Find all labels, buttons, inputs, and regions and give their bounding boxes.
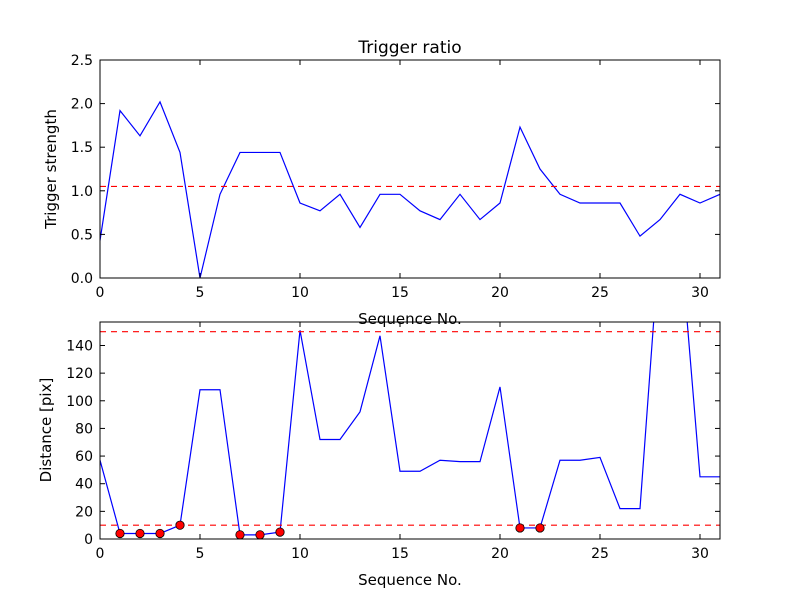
chart-title: Trigger ratio xyxy=(357,38,461,58)
y-tick-label: 100 xyxy=(66,394,93,410)
plot-clip-group xyxy=(100,322,720,536)
x-tick-label: 10 xyxy=(291,285,309,301)
y-axis-label: Trigger strength xyxy=(42,109,60,230)
series-line xyxy=(100,322,720,536)
data-point-marker xyxy=(535,523,545,533)
distance-chart: 0 5 10 15 20 25 30 0 20 40 60 80 100 120 140 Sequence … xyxy=(37,321,721,589)
distance-axes-frame xyxy=(99,321,721,540)
trigger-axes-frame xyxy=(99,59,721,279)
y-tick-label: 20 xyxy=(75,504,93,520)
y-axis-label: Distance [pix] xyxy=(37,378,55,483)
x-tick-label: 15 xyxy=(391,546,409,562)
trigger-plot-area: 0 5 10 15 20 25 30 0.0 0.5 1.0 1.5 2.0 2.5 xyxy=(71,53,720,301)
x-tick-label: 20 xyxy=(491,546,509,562)
y-tick-label: 2.0 xyxy=(71,97,93,113)
x-tick-label: 5 xyxy=(196,285,205,301)
data-point-marker xyxy=(135,528,145,539)
x-tick-label: 30 xyxy=(691,285,709,301)
data-point-marker xyxy=(275,527,285,537)
x-tick-label: 25 xyxy=(591,285,609,301)
y-tick-label: 2.5 xyxy=(71,53,93,69)
y-tick-label: 1.0 xyxy=(71,184,93,200)
distance-plot-area: 0 5 10 15 20 25 30 0 20 40 60 80 100 120 140 xyxy=(66,322,720,562)
y-tick-label: 0.5 xyxy=(71,227,93,243)
trigger-ratio-chart: Trigger ratio 0 5 10 15 20 25 30 0.0 0.5 1.0 1.5 2.… xyxy=(42,38,721,328)
data-point-marker xyxy=(155,528,165,539)
y-tick-label: 40 xyxy=(75,477,93,493)
x-axis-label: Sequence No. xyxy=(358,310,462,328)
y-tick-label: 60 xyxy=(75,449,93,465)
x-tick-label: 10 xyxy=(291,546,309,562)
x-tick-label: 15 xyxy=(391,285,409,301)
y-tick-label: 120 xyxy=(66,366,93,382)
data-point-marker xyxy=(255,530,265,540)
y-tick-label: 80 xyxy=(75,421,93,437)
y-tick-label: 140 xyxy=(66,338,93,354)
y-tick-label: 1.5 xyxy=(71,140,93,156)
series-line xyxy=(100,100,720,278)
data-point-marker xyxy=(115,528,125,539)
x-tick-label: 30 xyxy=(691,546,709,562)
x-tick-label: 0 xyxy=(96,546,105,562)
y-tick-label: 0 xyxy=(84,532,93,548)
data-point-marker xyxy=(235,530,245,540)
x-tick-label: 25 xyxy=(591,546,609,562)
y-tick-label: 0.0 xyxy=(71,271,93,287)
data-point-marker xyxy=(175,520,185,530)
plot-clip-group xyxy=(100,100,720,278)
x-tick-label: 5 xyxy=(196,546,205,562)
data-point-marker xyxy=(515,523,525,533)
x-tick-label: 0 xyxy=(96,285,105,301)
x-tick-label: 20 xyxy=(491,285,509,301)
x-axis-label: Sequence No. xyxy=(358,571,462,589)
